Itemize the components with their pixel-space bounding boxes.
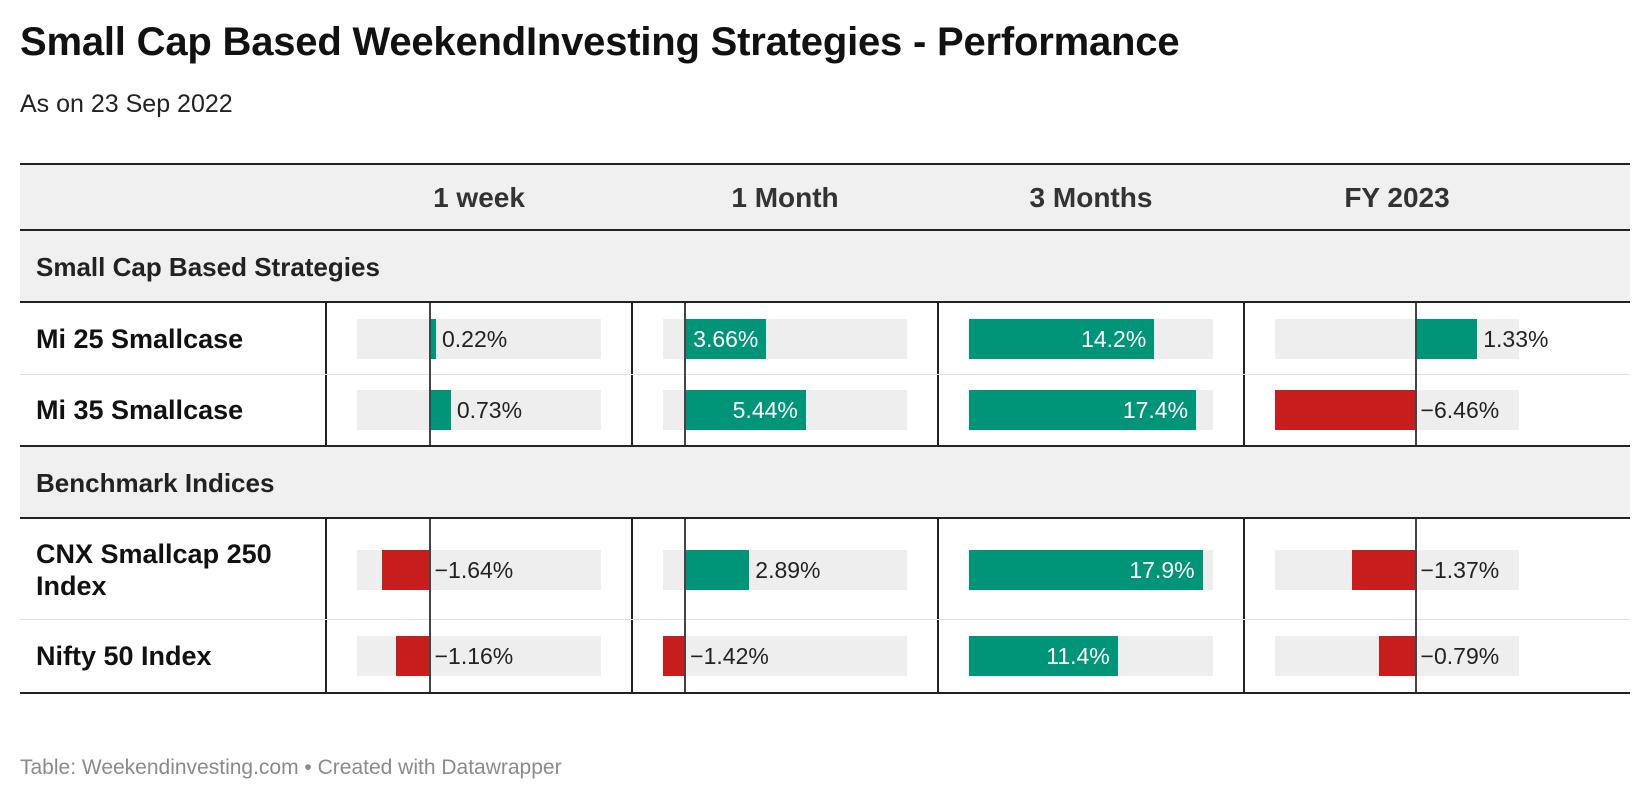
column-header-3-months[interactable]: 3 Months — [1029, 182, 1153, 213]
performance-table: 1 week 1 Month 3 Months FY 2023 Small Cap B… — [20, 163, 1630, 694]
value-label: −1.42% — [690, 643, 769, 669]
bar-mi-35-smallcase-3-months[interactable] — [969, 390, 1197, 430]
bar-mi-35-smallcase-1-month[interactable] — [685, 390, 806, 430]
value-label: 0.22% — [442, 326, 508, 352]
chart-subtitle: As on 23 Sep 2022 — [20, 90, 233, 118]
column-header-fy-2023[interactable]: FY 2023 — [1344, 182, 1450, 213]
value-label: 14.2% — [1081, 326, 1147, 352]
bar-mi-25-smallcase-fy-2023[interactable] — [1415, 319, 1478, 359]
bar-cnx-smallcap-250-index-1-week[interactable] — [381, 549, 430, 590]
row-separator — [20, 374, 1630, 375]
bar-mi-25-smallcase-3-months[interactable] — [969, 319, 1155, 359]
bar-track — [357, 390, 601, 430]
table-row: Nifty 50 Index −1.16% −1.42% 11.4% −0.79% — [20, 620, 1630, 692]
column-header-1-week[interactable]: 1 week — [433, 182, 525, 213]
table-row: CNX Smallcap 250 Index −1.64% 2.89% 17.9% −1… — [20, 519, 1630, 620]
zero-axis-line — [1414, 303, 1417, 445]
group-body: CNX Smallcap 250 Index −1.64% 2.89% 17.9% −1… — [20, 519, 1630, 694]
value-label: 17.4% — [1122, 397, 1189, 423]
column-separator — [937, 519, 939, 692]
group-body: Mi 25 Smallcase 0.22% 3.66% 14.2% 1.33% Mi 35… — [20, 303, 1630, 447]
zero-axis-line — [1414, 519, 1417, 692]
value-label: 11.4% — [1046, 643, 1110, 669]
bar-cnx-smallcap-250-index-1-month[interactable] — [685, 549, 750, 590]
bar-mi-35-smallcase-fy-2023[interactable] — [1275, 390, 1416, 430]
value-label: 3.66% — [693, 326, 759, 352]
bar-nifty-50-index-3-months[interactable] — [969, 636, 1118, 676]
table-row: Mi 35 Smallcase 0.73% 5.44% 17.4% −6.46% — [20, 375, 1630, 445]
zero-axis-line — [684, 519, 687, 692]
value-label: 1.33% — [1483, 326, 1549, 352]
column-separator — [1243, 519, 1245, 692]
value-label: 2.89% — [755, 556, 821, 583]
row-label-nifty-50-index: Nifty 50 Index — [36, 641, 212, 671]
value-label: −1.37% — [1420, 556, 1500, 583]
group-label: Small Cap Based Strategies — [36, 252, 380, 282]
bar-track — [357, 319, 601, 359]
bar-mi-25-smallcase-1-week[interactable] — [429, 319, 436, 359]
bar-cnx-smallcap-250-index-fy-2023[interactable] — [1352, 549, 1416, 590]
table-row: Mi 25 Smallcase 0.22% 3.66% 14.2% 1.33% — [20, 303, 1630, 375]
group-label: Benchmark Indices — [36, 468, 275, 498]
bar-mi-25-smallcase-1-month[interactable] — [685, 319, 767, 359]
column-header-1-month[interactable]: 1 Month — [731, 182, 839, 213]
row-label-mi-35-smallcase: Mi 35 Smallcase — [36, 395, 244, 425]
bar-track — [1275, 319, 1519, 359]
column-separator — [325, 519, 327, 692]
value-label: −1.64% — [434, 556, 514, 583]
value-label: −6.46% — [1420, 397, 1500, 423]
value-label: −1.16% — [434, 643, 514, 669]
footer-credit: Table: Weekendinvesting.com • Created wi… — [20, 756, 562, 779]
value-label: 0.73% — [456, 397, 523, 423]
zero-axis-line — [684, 303, 687, 445]
column-separator — [631, 519, 633, 692]
row-label-mi-25-smallcase: Mi 25 Smallcase — [36, 324, 244, 354]
bar-cnx-smallcap-250-index-3-months[interactable] — [969, 549, 1203, 590]
bar-nifty-50-index-1-week[interactable] — [395, 636, 430, 676]
row-label-cnx-smallcap-250-index: CNX Smallcap 250 Index — [36, 538, 272, 601]
bar-track — [663, 636, 907, 676]
bar-nifty-50-index-fy-2023[interactable] — [1378, 636, 1416, 676]
row-separator — [20, 619, 1630, 620]
zero-axis-line — [428, 519, 431, 692]
value-label: 5.44% — [732, 397, 798, 423]
group-row-benchmark-indices: Benchmark Indices — [20, 447, 1630, 519]
zero-axis-line — [428, 303, 431, 445]
value-label: 17.9% — [1129, 556, 1195, 583]
value-label: −0.79% — [1420, 643, 1500, 669]
table-header: 1 week 1 Month 3 Months FY 2023 — [20, 163, 1630, 231]
bar-nifty-50-index-1-month[interactable] — [663, 636, 686, 676]
bar-mi-35-smallcase-1-week[interactable] — [429, 390, 451, 430]
group-row-small-cap-based-strategies: Small Cap Based Strategies — [20, 231, 1630, 303]
chart-title: Small Cap Based WeekendInvesting Strateg… — [20, 20, 1180, 64]
